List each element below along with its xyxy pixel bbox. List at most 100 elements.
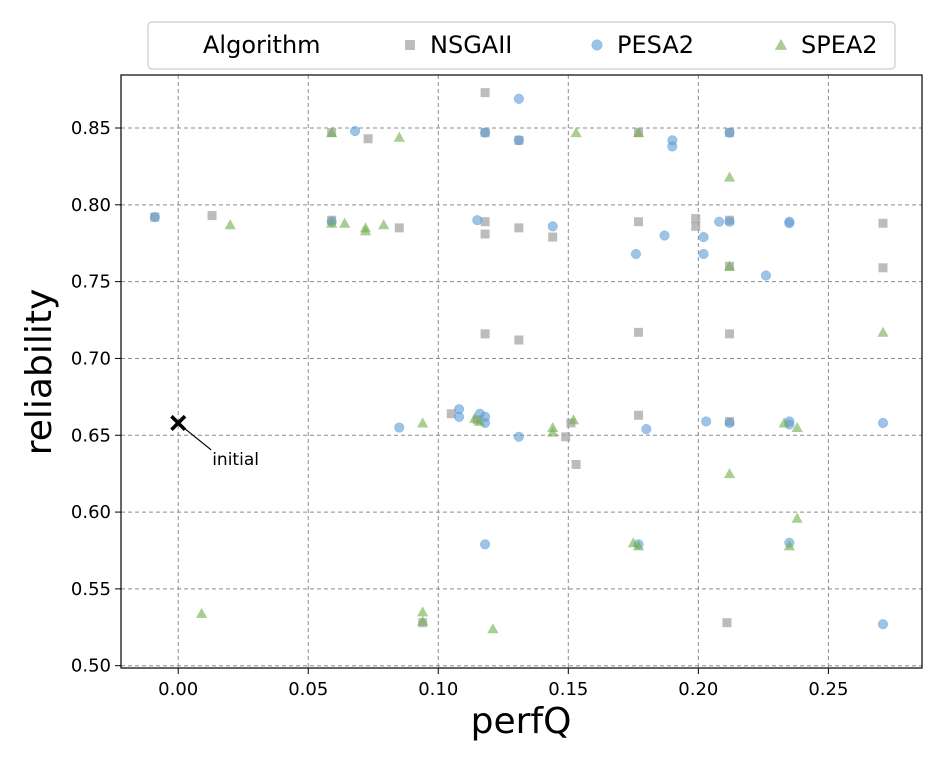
- data-point-pesa2: [784, 218, 795, 229]
- y-tick-label: 0.85: [71, 118, 111, 139]
- data-point-pesa2: [480, 127, 491, 138]
- initial-marker: [170, 414, 187, 432]
- data-point-spea2: [224, 219, 236, 230]
- data-point-nsgaii: [691, 221, 701, 231]
- x-tick-label: 0.00: [158, 679, 198, 700]
- data-point-nsgaii: [561, 432, 571, 442]
- data-point-nsgaii: [571, 459, 581, 469]
- data-point-spea2: [196, 607, 208, 618]
- data-point-spea2: [877, 326, 889, 337]
- x-axis-label: perfQ: [471, 701, 572, 742]
- data-point-pesa2: [454, 411, 465, 422]
- data-point-nsgaii: [878, 263, 888, 273]
- data-point-nsgaii: [514, 335, 524, 345]
- data-point-spea2: [791, 421, 803, 433]
- data-point-pesa2: [149, 212, 160, 223]
- data-point-spea2: [547, 426, 559, 437]
- data-point-nsgaii: [514, 223, 524, 233]
- data-point-nsgaii: [691, 214, 701, 224]
- legend-entry-pesa2: PESA2: [591, 31, 694, 59]
- initial-annotation: initial: [170, 414, 259, 470]
- data-point-spea2: [487, 623, 499, 634]
- data-point-spea2: [783, 540, 795, 551]
- data-point-pesa2: [701, 416, 712, 427]
- data-point-nsgaii: [363, 134, 373, 144]
- x-tick-label: 0.05: [288, 679, 328, 700]
- data-point-spea2: [791, 512, 803, 523]
- data-point-spea2: [393, 131, 405, 142]
- legend-label-nsgaii: NSGAII: [430, 31, 512, 59]
- data-point-pesa2: [513, 135, 524, 146]
- data-point-spea2: [778, 417, 790, 428]
- series-pesa2: [149, 93, 889, 630]
- data-point-spea2: [417, 615, 429, 626]
- data-point-spea2: [326, 217, 338, 228]
- x-tick-label: 0.10: [418, 679, 458, 700]
- plot-frame: [120, 74, 923, 669]
- data-point-nsgaii: [634, 327, 644, 337]
- y-axis-label: reliability: [19, 289, 60, 456]
- data-point-pesa2: [394, 422, 405, 433]
- x-tick-label: 0.25: [808, 679, 848, 700]
- legend-marker-spea2: [774, 38, 788, 50]
- data-point-nsgaii: [548, 232, 558, 242]
- legend-label-spea2: SPEA2: [801, 31, 878, 59]
- data-point-pesa2: [513, 431, 524, 442]
- legend-entry-spea2: SPEA2: [774, 31, 878, 59]
- data-point-spea2: [723, 260, 736, 271]
- data-point-nsgaii: [634, 410, 644, 420]
- data-point-pesa2: [714, 216, 725, 227]
- data-point-pesa2: [724, 216, 735, 227]
- annotation-label: initial: [212, 450, 259, 470]
- data-point-pesa2: [760, 270, 772, 281]
- data-point-pesa2: [513, 93, 524, 104]
- data-point-pesa2: [698, 232, 709, 243]
- data-point-spea2: [378, 219, 390, 230]
- data-point-pesa2: [724, 127, 735, 138]
- data-point-pesa2: [480, 539, 491, 550]
- data-point-spea2: [359, 225, 372, 236]
- data-point-spea2: [417, 417, 429, 428]
- data-points: [149, 88, 889, 634]
- legend-entry-nsgaii: NSGAII: [405, 31, 512, 59]
- data-point-spea2: [632, 127, 645, 138]
- data-point-spea2: [632, 540, 645, 551]
- x-tick-label: 0.20: [678, 679, 718, 700]
- data-point-spea2: [474, 415, 486, 426]
- data-point-nsgaii: [878, 218, 888, 228]
- legend-marker-pesa2: [591, 39, 603, 51]
- data-point-nsgaii: [634, 217, 644, 227]
- data-point-nsgaii: [480, 329, 490, 339]
- y-tick-label: 0.75: [71, 272, 111, 293]
- data-point-spea2: [567, 414, 580, 425]
- legend-title: Algorithm: [203, 31, 321, 59]
- data-point-pesa2: [698, 248, 709, 260]
- data-point-nsgaii: [480, 88, 490, 98]
- y-tick-label: 0.65: [71, 425, 111, 446]
- data-point-nsgaii: [480, 229, 490, 239]
- y-tick-label: 0.80: [71, 195, 111, 216]
- legend-box: [147, 21, 896, 70]
- data-point-spea2: [326, 127, 338, 138]
- y-tick-label: 0.55: [71, 579, 111, 600]
- grid-lines: [121, 75, 922, 668]
- data-point-spea2: [570, 127, 582, 138]
- y-tick-label: 0.60: [71, 502, 111, 523]
- data-point-pesa2: [547, 221, 558, 232]
- data-point-nsgaii: [394, 223, 404, 233]
- data-point-pesa2: [630, 248, 641, 260]
- data-point-pesa2: [472, 215, 483, 226]
- series-nsgaii: [150, 88, 888, 628]
- data-point-pesa2: [724, 417, 735, 429]
- legend: Algorithm NSGAII PESA2 SPEA2: [147, 21, 896, 70]
- data-point-nsgaii: [446, 409, 456, 419]
- legend-marker-nsgaii: [405, 40, 415, 50]
- series-spea2: [196, 127, 889, 634]
- data-point-spea2: [417, 606, 429, 617]
- data-point-pesa2: [667, 141, 678, 152]
- data-point-pesa2: [350, 126, 361, 137]
- y-tick-label: 0.50: [71, 656, 111, 677]
- data-point-nsgaii: [725, 329, 735, 339]
- data-point-spea2: [723, 171, 736, 182]
